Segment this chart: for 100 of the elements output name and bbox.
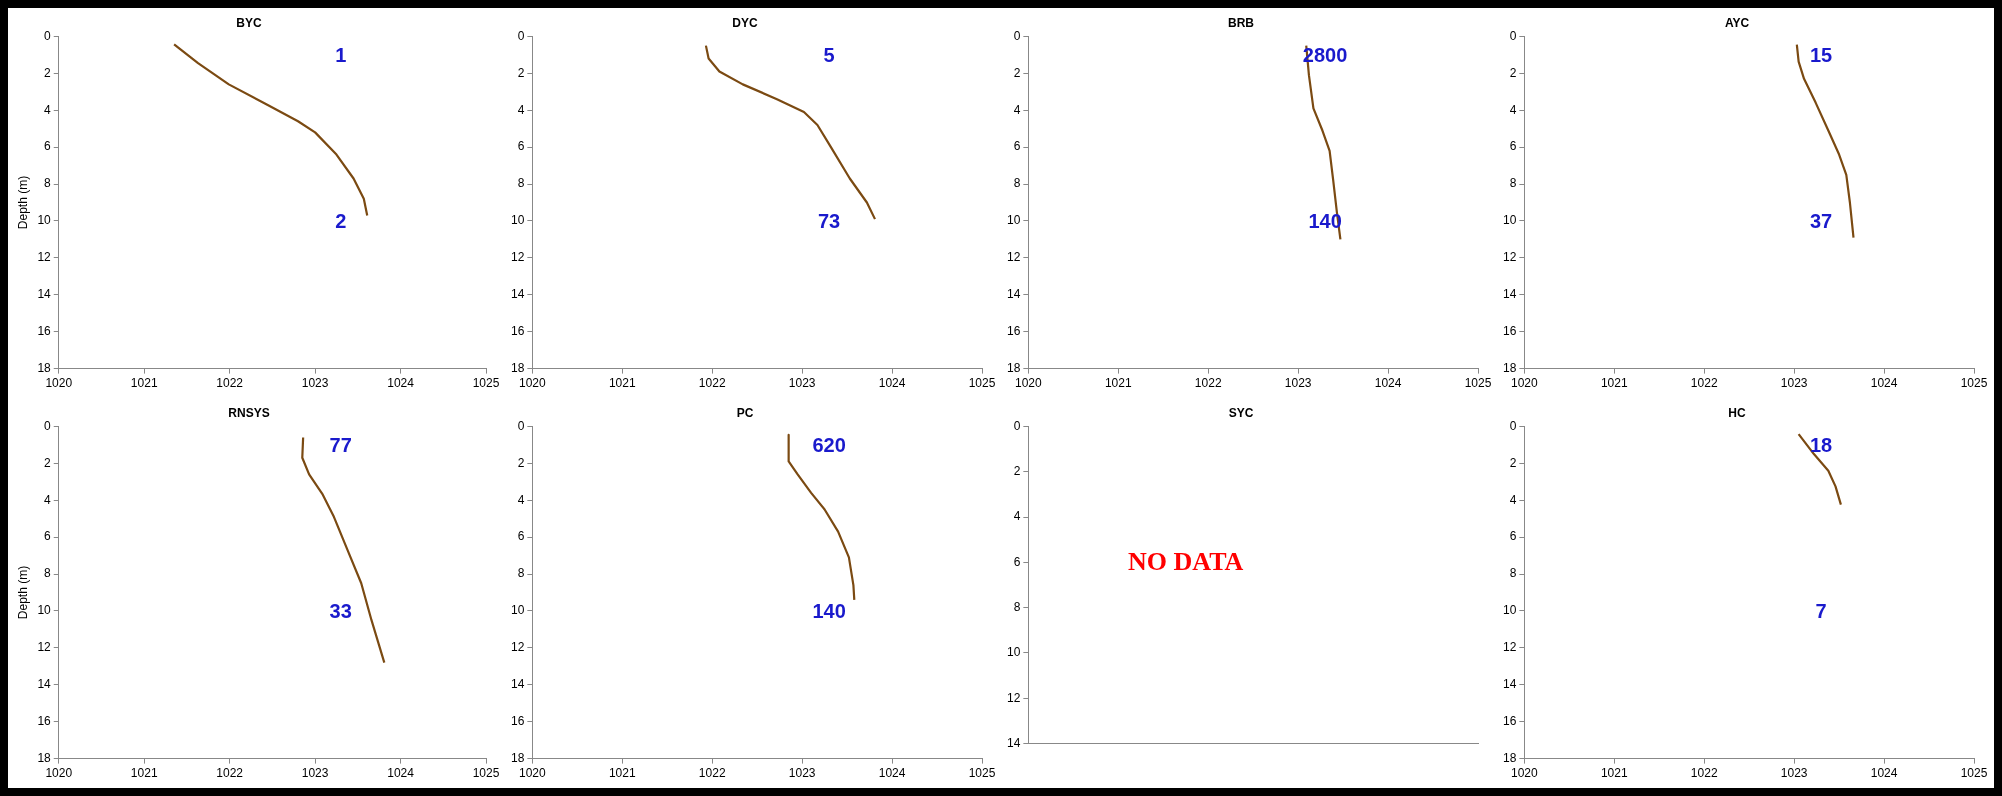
y-tick-label: 12 [510, 250, 525, 265]
x-tick-label: 1020 [45, 376, 73, 391]
y-tick-label: 2 [517, 455, 525, 470]
y-tick-label: 10 [1502, 603, 1517, 618]
x-tick-label: 1020 [1511, 766, 1539, 781]
y-tick-label: 14 [37, 287, 52, 302]
x-tick-label: 1021 [608, 376, 636, 391]
x-tick-label: 1023 [1780, 766, 1808, 781]
x-tick-label: 1021 [130, 376, 158, 391]
annotation: 18 [1809, 433, 1833, 456]
x-tick-label: 1023 [301, 766, 329, 781]
y-tick-label: 10 [510, 213, 525, 228]
annotation: 620 [812, 433, 846, 456]
y-tick-label: 10 [1502, 213, 1517, 228]
x-tick-label: 1025 [968, 376, 996, 391]
y-tick-label: 16 [1502, 324, 1517, 338]
y-tick-label: 18 [510, 750, 525, 765]
y-tick-label: 14 [1502, 677, 1517, 692]
y-tick-label: 6 [1509, 139, 1517, 154]
y-tick-label: 10 [37, 213, 52, 228]
x-tick-label: 1024 [1870, 376, 1898, 391]
x-tick-label: 1021 [1600, 376, 1628, 391]
x-tick-label: 1022 [698, 766, 726, 781]
x-tick-label: 1023 [301, 376, 329, 391]
x-tick-label: 1025 [1960, 766, 1988, 781]
y-tick-label: 2 [1509, 455, 1517, 470]
y-tick-label: 6 [517, 529, 525, 544]
x-tick-label: 1025 [968, 766, 996, 781]
annotation: 15 [1809, 43, 1833, 66]
y-axis-title: Depth (m) [15, 175, 30, 230]
chart-title: SYC [1228, 405, 1254, 420]
y-tick-label: 10 [1006, 645, 1021, 660]
annotation: 1 [335, 43, 347, 66]
x-tick-label: 1024 [878, 766, 906, 781]
x-tick-label: 1024 [1374, 376, 1402, 391]
y-tick-label: 2 [517, 65, 525, 80]
y-tick-label: 16 [1502, 714, 1517, 728]
y-tick-label: 0 [1013, 418, 1021, 433]
x-tick-label: 1020 [519, 766, 547, 781]
y-tick-label: 0 [44, 418, 52, 433]
y-tick-label: 14 [510, 287, 525, 302]
y-tick-label: 8 [44, 176, 52, 191]
y-tick-label: 2 [44, 455, 52, 470]
chart-title: BYC [236, 15, 262, 30]
y-tick-label: 14 [1502, 287, 1517, 302]
x-tick-label: 1025 [472, 376, 500, 391]
y-tick-label: 14 [1006, 735, 1021, 750]
chart-title: AYC [1724, 15, 1750, 30]
x-tick-label: 1024 [878, 376, 906, 391]
y-tick-label: 10 [510, 603, 525, 618]
y-tick-label: 2 [1013, 65, 1021, 80]
x-tick-label: 1020 [45, 766, 73, 781]
annotation: NO DATA [1128, 546, 1244, 576]
y-tick-label: 6 [44, 529, 52, 544]
x-tick-label: 1022 [1194, 376, 1222, 391]
y-tick-label: 14 [1006, 287, 1021, 302]
chart-title: PC [736, 405, 754, 420]
y-tick-label: 16 [1006, 324, 1021, 338]
chart-title: DYC [732, 15, 758, 30]
annotation: 5 [823, 43, 835, 66]
y-tick-label: 14 [37, 677, 52, 692]
x-tick-label: 1023 [788, 376, 816, 391]
y-tick-label: 4 [1013, 102, 1021, 117]
y-tick-label: 18 [37, 750, 52, 765]
chart-title: BRB [1228, 15, 1255, 30]
x-tick-label: 1024 [387, 376, 415, 391]
x-tick-label: 1021 [130, 766, 158, 781]
y-tick-label: 6 [1013, 554, 1021, 569]
y-tick-label: 18 [510, 360, 525, 375]
y-tick-label: 4 [44, 492, 52, 507]
x-tick-label: 1021 [1600, 766, 1628, 781]
y-tick-label: 0 [1013, 28, 1021, 43]
y-tick-label: 18 [1502, 360, 1517, 375]
y-tick-label: 12 [37, 640, 52, 655]
annotation: 77 [329, 433, 352, 456]
y-tick-label: 12 [1502, 250, 1517, 265]
x-tick-label: 1022 [216, 376, 244, 391]
y-tick-label: 6 [517, 139, 525, 154]
y-tick-label: 16 [37, 324, 52, 338]
x-tick-label: 1022 [698, 376, 726, 391]
y-tick-label: 16 [37, 714, 52, 728]
annotation: 37 [1809, 209, 1833, 232]
y-tick-label: 0 [44, 28, 52, 43]
y-tick-label: 8 [1013, 176, 1021, 191]
y-tick-label: 12 [1006, 690, 1021, 705]
x-tick-label: 1023 [788, 766, 816, 781]
x-tick-label: 1024 [387, 766, 415, 781]
annotation: 7 [1815, 599, 1827, 622]
y-tick-label: 12 [1006, 250, 1021, 265]
chart-title: HC [1728, 405, 1746, 420]
x-tick-label: 1022 [1690, 376, 1718, 391]
y-tick-label: 2 [1013, 464, 1021, 479]
y-tick-label: 6 [1013, 139, 1021, 154]
x-tick-label: 1020 [519, 376, 547, 391]
x-tick-label: 1025 [1464, 376, 1492, 391]
y-tick-label: 18 [37, 360, 52, 375]
y-tick-label: 14 [510, 677, 525, 692]
y-tick-label: 4 [44, 102, 52, 117]
x-tick-label: 1021 [608, 766, 636, 781]
y-tick-label: 0 [517, 28, 525, 43]
